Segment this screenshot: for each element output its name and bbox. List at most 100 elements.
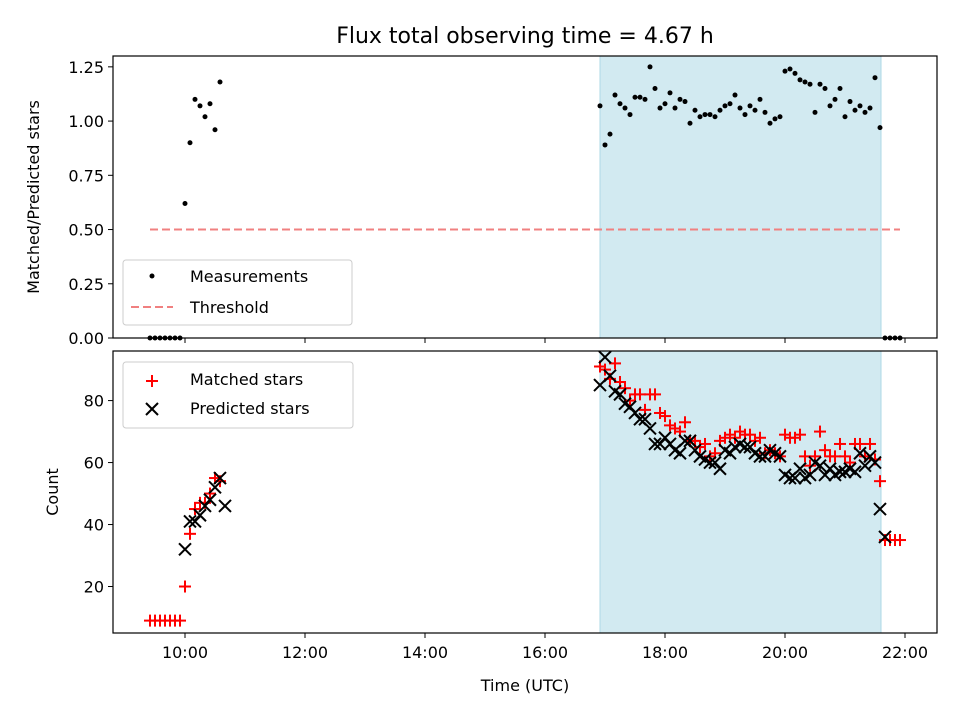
matched-star-point <box>794 428 806 441</box>
measurement-point <box>772 116 778 122</box>
predicted-star-point <box>773 449 787 464</box>
matched-star-point <box>659 410 671 423</box>
measurement-point <box>847 99 853 105</box>
predicted-star-point <box>738 440 752 454</box>
measurement-point <box>702 112 708 118</box>
measurement-point <box>602 142 608 148</box>
measurement-point <box>812 109 818 115</box>
legend-matched-label: Matched stars <box>190 370 303 389</box>
measurement-point <box>677 96 683 102</box>
measurement-point <box>627 112 633 118</box>
predicted-star-point <box>868 455 882 470</box>
matched-star-point <box>874 475 886 488</box>
measurement-point <box>852 107 858 113</box>
x-axis-label: Time (UTC) <box>480 676 569 695</box>
measurement-point <box>752 107 758 113</box>
bottom-axes-frame <box>112 350 938 634</box>
measurement-point <box>822 86 828 92</box>
measurement-point <box>682 99 688 105</box>
bottom-axis-ticks: 10:00 12:00 14:00 16:00 18:00 20:00 22:00 20 40 6… <box>84 392 928 662</box>
measurement-point <box>657 105 663 111</box>
measurement-point <box>792 70 798 76</box>
measurement-point <box>687 120 693 126</box>
measurement-point <box>867 105 873 111</box>
bottom-count-points <box>144 350 906 627</box>
matched-star-point <box>179 580 191 593</box>
predicted-star-point <box>613 387 627 402</box>
measurement-point <box>722 103 728 109</box>
predicted-star-point <box>648 437 662 451</box>
top-y-tick-label: 1.00 <box>68 112 104 131</box>
measurement-point <box>727 101 733 107</box>
measurement-point <box>217 79 223 85</box>
matched-star-point <box>679 416 691 429</box>
matched-star-point <box>864 437 876 450</box>
predicted-star-point <box>833 465 847 479</box>
measurement-point <box>712 114 718 120</box>
bottom-y-tick-label: 20 <box>84 578 104 597</box>
predicted-star-point <box>643 421 657 436</box>
measurement-point <box>782 68 788 74</box>
predicted-star-point <box>878 530 892 544</box>
measurement-point <box>637 94 643 100</box>
bottom-y-tick-label: 80 <box>84 392 104 411</box>
measurement-point <box>732 92 738 98</box>
top-axes-frame <box>112 55 938 339</box>
predicted-star-point <box>703 455 717 470</box>
predicted-star-point <box>753 449 767 464</box>
measurement-point <box>802 79 808 85</box>
measurement-point <box>757 96 763 102</box>
measurement-point <box>872 75 878 81</box>
top-y-axis-label: Matched/Predicted stars <box>24 100 43 294</box>
bottom-x-tick-label: 14:00 <box>402 643 448 662</box>
bottom-y-axis-label: Count <box>43 468 62 516</box>
predicted-star-point <box>788 471 802 485</box>
measurement-point <box>742 112 748 118</box>
bottom-x-tick-label: 12:00 <box>282 643 328 662</box>
matched-star-point <box>184 527 196 540</box>
matched-star-point <box>804 459 816 472</box>
legend-predicted-marker <box>145 402 159 416</box>
predicted-star-point <box>673 446 687 460</box>
predicted-star-point <box>793 462 807 476</box>
matched-star-point <box>624 394 636 407</box>
legend-predicted-label: Predicted stars <box>190 399 310 418</box>
measurement-point <box>692 107 698 113</box>
predicted-star-point <box>683 434 697 448</box>
measurement-point <box>187 140 193 146</box>
predicted-star-point <box>603 369 617 383</box>
bottom-x-tick-label: 20:00 <box>762 643 808 662</box>
measurement-point <box>667 90 673 96</box>
measurement-point <box>212 127 218 133</box>
measurement-point <box>607 131 613 137</box>
matched-star-point <box>819 444 831 457</box>
measurement-point <box>862 109 868 115</box>
predicted-star-point <box>183 514 197 529</box>
top-y-tick-label: 0.75 <box>68 166 104 185</box>
predicted-star-point <box>638 412 652 426</box>
bottom-legend: Matched stars Predicted stars <box>122 361 354 429</box>
matched-star-point <box>894 534 906 547</box>
measurement-point <box>207 101 213 107</box>
top-y-tick-label: 0.00 <box>68 329 104 348</box>
legend-measurements-marker <box>149 273 155 279</box>
measurement-point <box>762 109 768 115</box>
measurement-point <box>737 105 743 111</box>
top-legend-box <box>122 259 353 326</box>
bottom-legend-box <box>122 361 354 429</box>
measurement-point <box>632 94 638 100</box>
legend-measurements-label: Measurements <box>190 267 308 286</box>
top-y-tick-label: 1.25 <box>68 58 104 77</box>
measurement-point <box>647 64 653 70</box>
predicted-star-point <box>813 458 827 473</box>
bottom-x-tick-label: 16:00 <box>522 643 568 662</box>
measurement-point <box>827 103 833 109</box>
measurement-point <box>857 103 863 109</box>
measurement-point <box>837 86 843 92</box>
matched-star-point <box>814 425 826 438</box>
matched-star-point <box>834 437 846 450</box>
measurement-point <box>842 114 848 120</box>
matched-star-point <box>174 614 186 627</box>
bottom-highlight-span <box>599 350 882 634</box>
